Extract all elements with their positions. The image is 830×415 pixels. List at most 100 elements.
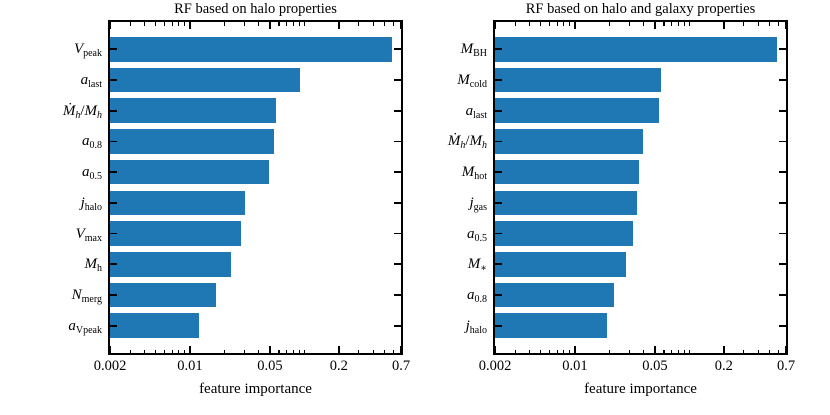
x-major-tick bbox=[785, 22, 787, 29]
x-major-tick bbox=[722, 22, 725, 29]
x-minor-tick bbox=[383, 349, 385, 353]
x-tick-label: 0.2 bbox=[329, 358, 348, 374]
x-major-tick bbox=[109, 22, 111, 29]
bar-a-last bbox=[495, 98, 659, 124]
y-tick bbox=[495, 232, 502, 235]
x-minor-tick bbox=[178, 22, 180, 26]
y-tick bbox=[779, 232, 786, 235]
x-minor-tick bbox=[129, 22, 131, 26]
x-minor-tick bbox=[514, 22, 516, 26]
y-label-segment: ∗ bbox=[480, 263, 487, 275]
y-label-segment: j bbox=[469, 194, 474, 211]
x-tick-label: 0.01 bbox=[562, 358, 588, 374]
x-tick-label: 0.7 bbox=[391, 358, 411, 374]
bar-m bbox=[495, 251, 627, 277]
y-label-segment: a bbox=[465, 102, 474, 119]
x-tick-label: 0.7 bbox=[776, 358, 796, 374]
y-label-segment: Ṁ bbox=[62, 102, 76, 119]
y-tick bbox=[495, 201, 502, 204]
y-tick-label-m-bh: MBH bbox=[361, 37, 487, 61]
x-minor-tick bbox=[563, 22, 565, 26]
y-tick bbox=[779, 48, 786, 51]
y-label-segment: M bbox=[84, 102, 98, 119]
y-tick bbox=[495, 79, 502, 81]
x-minor-tick bbox=[556, 22, 558, 26]
x-minor-tick bbox=[628, 349, 631, 353]
bar-j-gas bbox=[495, 190, 638, 216]
y-label-segment: merg bbox=[81, 293, 102, 305]
x-minor-tick bbox=[286, 22, 288, 26]
y-label-segment: last bbox=[473, 109, 487, 121]
x-minor-tick bbox=[154, 349, 157, 353]
bar-a-0-8 bbox=[495, 282, 615, 308]
y-label-segment: Ṁ bbox=[447, 133, 461, 150]
x-tick-label: 0.01 bbox=[177, 358, 203, 374]
y-tick bbox=[110, 109, 117, 112]
x-major-tick bbox=[574, 346, 576, 353]
x-minor-tick bbox=[608, 349, 610, 353]
y-tick-label-a-last: alast bbox=[361, 99, 487, 123]
y-tick-label-v-max: Vmax bbox=[0, 222, 102, 246]
x-minor-tick bbox=[539, 22, 542, 26]
y-label-segment: M bbox=[467, 256, 481, 273]
x-minor-tick bbox=[286, 349, 288, 353]
x-minor-tick bbox=[683, 22, 685, 26]
x-minor-tick bbox=[243, 349, 246, 353]
y-tick bbox=[495, 140, 502, 143]
y-label-segment: gas bbox=[473, 201, 487, 213]
y-tick bbox=[110, 140, 117, 143]
y-tick bbox=[495, 324, 502, 327]
bar-mdot-h-m-h bbox=[495, 129, 643, 154]
x-minor-tick bbox=[743, 349, 745, 353]
y-label-segment: / bbox=[80, 102, 85, 119]
x-minor-tick bbox=[303, 22, 305, 26]
y-label-segment: V bbox=[75, 225, 85, 242]
y-tick bbox=[394, 109, 401, 112]
y-label-segment: M bbox=[460, 41, 474, 58]
x-major-tick bbox=[189, 346, 191, 353]
x-major-tick bbox=[494, 22, 496, 29]
x-major-tick bbox=[654, 346, 656, 353]
y-tick-label-m-cold: Mcold bbox=[361, 68, 487, 92]
x-major-tick bbox=[109, 346, 111, 353]
x-minor-tick bbox=[677, 22, 679, 26]
y-tick bbox=[394, 324, 401, 327]
x-minor-tick bbox=[278, 22, 280, 26]
y-tick bbox=[779, 263, 786, 266]
x-minor-tick bbox=[663, 349, 665, 353]
y-tick bbox=[110, 201, 117, 204]
x-major-tick bbox=[494, 346, 496, 353]
x-tick-label: 0.2 bbox=[714, 358, 733, 374]
y-label-segment: 0.8 bbox=[89, 140, 103, 152]
y-tick bbox=[779, 324, 786, 327]
x-minor-tick bbox=[258, 349, 260, 353]
y-tick bbox=[110, 48, 117, 51]
x-minor-tick bbox=[768, 22, 770, 26]
y-tick bbox=[495, 263, 502, 266]
y-tick-label-m: M∗ bbox=[361, 252, 487, 276]
x-minor-tick bbox=[777, 22, 779, 26]
y-label-segment: h bbox=[482, 140, 487, 152]
bar-a-0-5 bbox=[110, 159, 269, 185]
y-tick bbox=[394, 79, 401, 81]
x-tick-label: 0.05 bbox=[257, 358, 283, 374]
x-minor-tick bbox=[358, 349, 360, 353]
y-label-segment: a bbox=[82, 164, 90, 181]
y-label-segment: 0.8 bbox=[474, 293, 488, 305]
y-tick bbox=[394, 201, 401, 204]
x-tick-label: 0.05 bbox=[642, 358, 668, 374]
bar-a-0-5 bbox=[495, 221, 633, 246]
y-label-segment: max bbox=[84, 232, 102, 244]
x-minor-tick bbox=[372, 22, 374, 26]
x-major-tick bbox=[337, 22, 340, 29]
x-major-tick bbox=[722, 346, 725, 353]
x-minor-tick bbox=[663, 22, 665, 26]
y-tick bbox=[394, 232, 401, 235]
chart-title: RF based on halo properties bbox=[174, 1, 337, 17]
x-minor-tick bbox=[223, 22, 225, 26]
x-minor-tick bbox=[292, 349, 294, 353]
x-minor-tick bbox=[677, 349, 679, 353]
x-tick-label: 0.002 bbox=[93, 358, 127, 374]
x-tick-label: 0.002 bbox=[478, 358, 512, 374]
